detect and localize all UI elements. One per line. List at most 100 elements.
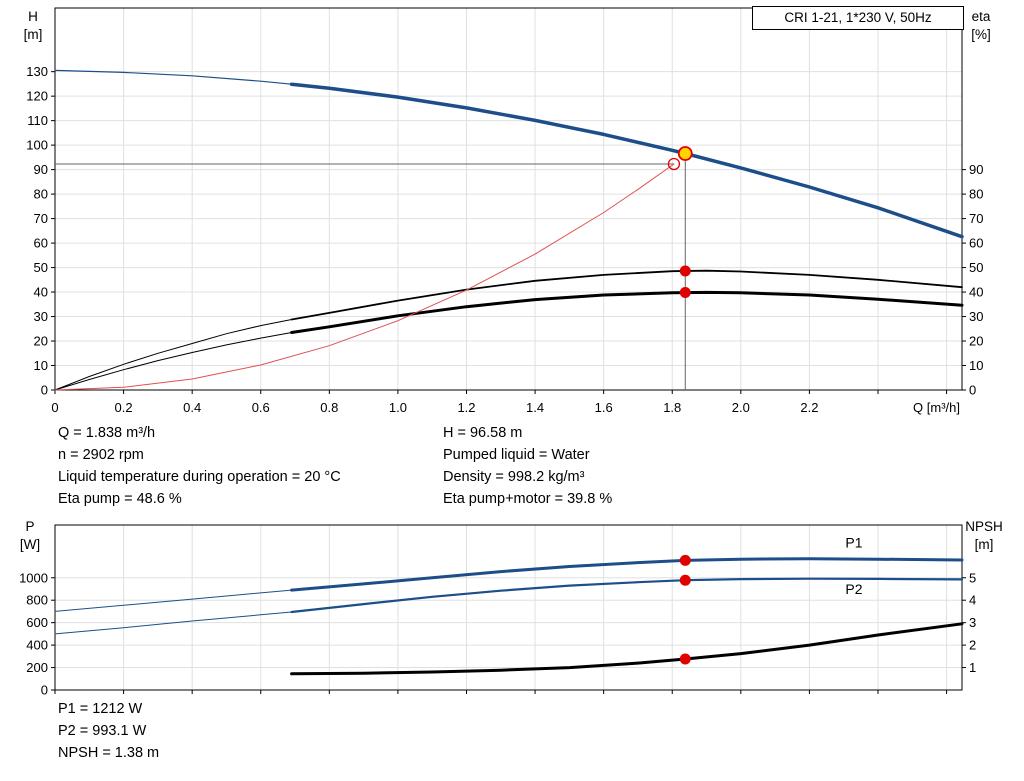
svg-text:1.4: 1.4: [526, 400, 544, 415]
svg-text:0.2: 0.2: [115, 400, 133, 415]
power-npsh-chart: 0 200 400 600 800 1000 1 2 3 4 5 P1 P2 P [W] NPSH [m]: [19, 519, 1003, 698]
p2-curve: [290, 577, 964, 614]
svg-text:400: 400: [26, 638, 48, 653]
svg-text:200: 200: [26, 660, 48, 675]
svg-text:100: 100: [26, 138, 48, 153]
y-right-axis-label: NPSH: [965, 519, 1003, 534]
svg-text:10: 10: [34, 358, 48, 373]
svg-text:40: 40: [34, 285, 48, 300]
svg-text:30: 30: [969, 309, 983, 324]
svg-text:60: 60: [969, 236, 983, 251]
svg-text:1.6: 1.6: [595, 400, 613, 415]
duty-info-left-column: Q = 1.838 m³/h n = 2902 rpm Liquid tempe…: [58, 422, 341, 510]
plot-frame: [54, 7, 963, 391]
svg-text:600: 600: [26, 615, 48, 630]
svg-text:90: 90: [34, 162, 48, 177]
svg-text:130: 130: [26, 64, 48, 79]
y-left-axis-label: [m]: [24, 27, 43, 42]
svg-text:3: 3: [969, 615, 976, 630]
axis-tick-labels: 0 200 400 600 800 1000 1 2 3 4 5: [19, 570, 976, 697]
info-eta-pump-motor: Eta pump+motor = 39.8 %: [443, 491, 613, 507]
svg-text:70: 70: [969, 211, 983, 226]
info-pumped-liquid: Pumped liquid = Water: [443, 447, 590, 463]
y-right-axis-label: [%]: [971, 27, 991, 42]
power-info-column: P1 = 1212 W P2 = 993.1 W NPSH = 1.38 m: [58, 698, 159, 764]
svg-text:90: 90: [969, 162, 983, 177]
svg-text:120: 120: [26, 89, 48, 104]
p1-curve-lead: [54, 589, 293, 612]
eta-pump-point: [679, 265, 691, 277]
svg-text:30: 30: [34, 309, 48, 324]
hq-eta-chart: 0 0.2 0.4 0.6 0.8 1.0 1.2 1.4 1.6 1.8 2.0 2.2 0 10 20 3…: [24, 7, 991, 415]
svg-text:20: 20: [969, 334, 983, 349]
eta-pump-curve-lead: [54, 319, 293, 391]
svg-text:2: 2: [969, 638, 976, 653]
p2-label: P2: [845, 581, 862, 597]
y-left-axis-label: H: [28, 9, 38, 24]
svg-text:10: 10: [969, 358, 983, 373]
svg-text:0.8: 0.8: [320, 400, 338, 415]
svg-text:1.0: 1.0: [389, 400, 407, 415]
p1-label: P1: [845, 534, 862, 550]
svg-text:20: 20: [34, 334, 48, 349]
svg-text:110: 110: [27, 113, 48, 128]
requested-duty-point: [667, 157, 681, 171]
p2-point: [679, 574, 691, 586]
info-p1: P1 = 1212 W: [58, 701, 143, 717]
svg-text:1.2: 1.2: [457, 400, 475, 415]
svg-text:60: 60: [34, 236, 48, 251]
info-npsh: NPSH = 1.38 m: [58, 745, 160, 761]
p2-curve-lead: [54, 611, 293, 635]
svg-text:1: 1: [969, 660, 976, 675]
svg-text:70: 70: [34, 211, 48, 226]
eta-pump-motor-curve: [290, 290, 964, 334]
system-curve: [54, 163, 675, 391]
y-right-axis-label: [m]: [975, 537, 994, 552]
info-density: Density = 998.2 kg/m³: [443, 469, 585, 485]
svg-text:50: 50: [34, 260, 48, 275]
eta-pump-motor-curve-lead: [54, 332, 293, 391]
p1-curve: [290, 557, 964, 592]
pump-curve: [289, 82, 964, 239]
axis-ticks: [51, 577, 966, 694]
gridlines: [55, 525, 962, 690]
x-axis-label: Q [m³/h]: [913, 400, 960, 415]
svg-text:0.6: 0.6: [252, 400, 270, 415]
axis-ticks: [51, 71, 966, 394]
svg-text:1000: 1000: [19, 570, 48, 585]
svg-text:80: 80: [34, 187, 48, 202]
eta-pump-curve: [290, 269, 963, 321]
duty-info-right-column: H = 96.58 m Pumped liquid = Water Densit…: [443, 422, 612, 510]
gridlines: [55, 8, 962, 390]
duty-point[interactable]: [677, 146, 693, 161]
pump-curve-lead: [54, 69, 293, 85]
pump-model-title: CRI 1-21, 1*230 V, 50Hz: [752, 6, 964, 30]
y-left-axis-label: [W]: [20, 537, 40, 552]
info-flow: Q = 1.838 m³/h: [58, 425, 156, 441]
plot-frame: [54, 524, 963, 691]
svg-text:4: 4: [969, 593, 976, 608]
y-right-axis-label: eta: [972, 9, 991, 24]
eta-pump-motor-point: [679, 287, 691, 299]
svg-text:5: 5: [969, 570, 976, 585]
svg-text:50: 50: [969, 260, 983, 275]
npsh-curve: [290, 622, 964, 676]
svg-text:0: 0: [41, 383, 48, 398]
svg-text:0.4: 0.4: [183, 400, 201, 415]
svg-text:2.0: 2.0: [732, 400, 750, 415]
info-p2: P2 = 993.1 W: [58, 723, 147, 739]
svg-text:800: 800: [26, 593, 48, 608]
axis-tick-labels: 0 0.2 0.4 0.6 0.8 1.0 1.2 1.4 1.6 1.8 2.0 2.2 0 10 20 3…: [26, 64, 983, 415]
svg-text:2.2: 2.2: [800, 400, 818, 415]
svg-text:0: 0: [41, 683, 48, 698]
y-left-axis-label: P: [25, 519, 34, 534]
p1-point: [679, 554, 691, 566]
svg-text:80: 80: [969, 187, 983, 202]
svg-text:40: 40: [969, 285, 983, 300]
svg-text:0: 0: [51, 400, 58, 415]
info-head: H = 96.58 m: [443, 425, 523, 441]
info-speed: n = 2902 rpm: [58, 447, 144, 463]
svg-text:1.8: 1.8: [663, 400, 681, 415]
npsh-point: [679, 653, 691, 665]
